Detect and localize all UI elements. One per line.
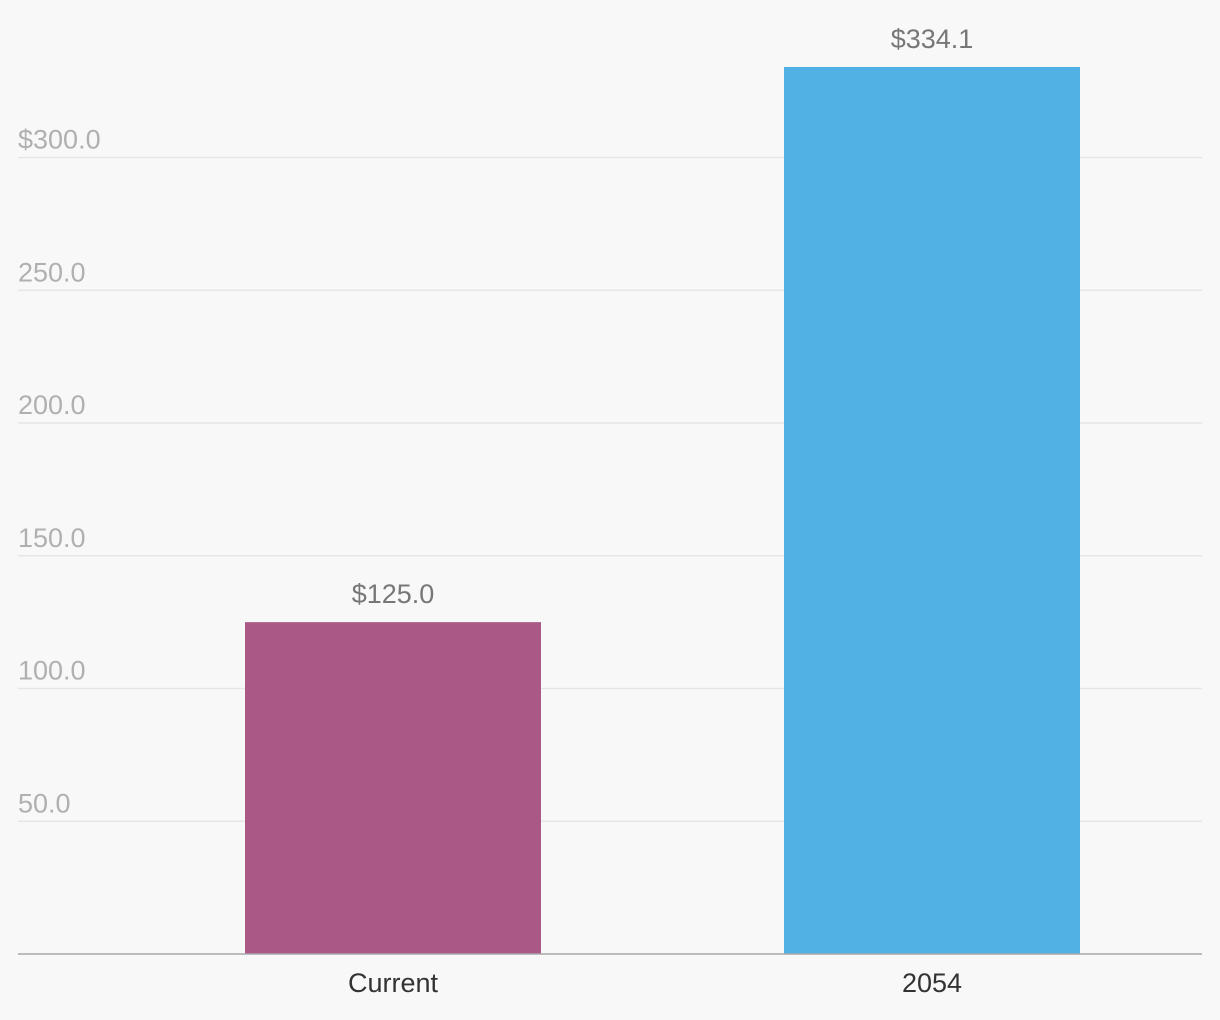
y-tick-label: 150.0 [18, 523, 86, 553]
y-tick-label: 200.0 [18, 390, 86, 420]
y-tick-label: $300.0 [18, 125, 101, 155]
y-tick-label: 250.0 [18, 257, 86, 287]
bar-current[interactable] [245, 622, 541, 954]
bar-layer [245, 66, 1080, 955]
y-tick-label: 100.0 [18, 656, 86, 686]
data-label: $125.0 [352, 579, 435, 609]
x-category-label: 2054 [902, 968, 962, 998]
data-label: $334.1 [891, 24, 974, 54]
y-tick-label: 50.0 [18, 788, 71, 818]
bar-2054[interactable] [784, 66, 1080, 955]
label-layer: $125.0 Current $334.1 2054 [348, 24, 973, 998]
x-category-label: Current [348, 968, 439, 998]
